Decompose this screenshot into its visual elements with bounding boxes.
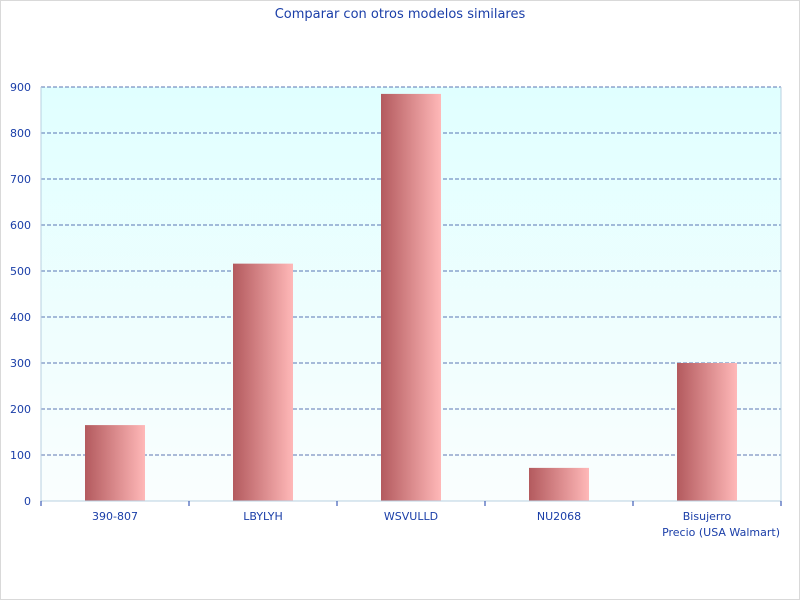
bar (85, 425, 145, 501)
y-tick-label: 300 (10, 357, 31, 370)
bar (381, 93, 441, 502)
x-tick-label: LBYLYH (243, 510, 282, 523)
y-tick-label: 700 (10, 173, 31, 186)
y-tick-label: 900 (10, 81, 31, 94)
bar (233, 263, 293, 501)
y-tick-label: 400 (10, 311, 31, 324)
bar (677, 363, 737, 501)
y-tick-label: 800 (10, 127, 31, 140)
x-tick-label: Bisujerro (683, 510, 732, 523)
y-tick-label: 200 (10, 403, 31, 416)
y-tick-label: 0 (24, 495, 31, 508)
x-axis-label: Precio (USA Walmart) (662, 526, 780, 539)
x-tick-label: NU2068 (537, 510, 581, 523)
axes (40, 87, 782, 506)
bar (529, 467, 589, 501)
y-tick-label: 100 (10, 449, 31, 462)
chart-title: Comparar con otros modelos similares (275, 7, 526, 22)
y-axis-tick-labels: 0 100 200 300 400 500 600 700 800 900 (10, 81, 31, 508)
bars (85, 93, 737, 502)
x-axis-tick-labels: 390-807 LBYLYH WSVULLD NU2068 Bisujerro (92, 510, 731, 523)
x-tick-label: 390-807 (92, 510, 138, 523)
x-tick-label: WSVULLD (384, 510, 438, 523)
y-tick-label: 500 (10, 265, 31, 278)
y-tick-label: 600 (10, 219, 31, 232)
